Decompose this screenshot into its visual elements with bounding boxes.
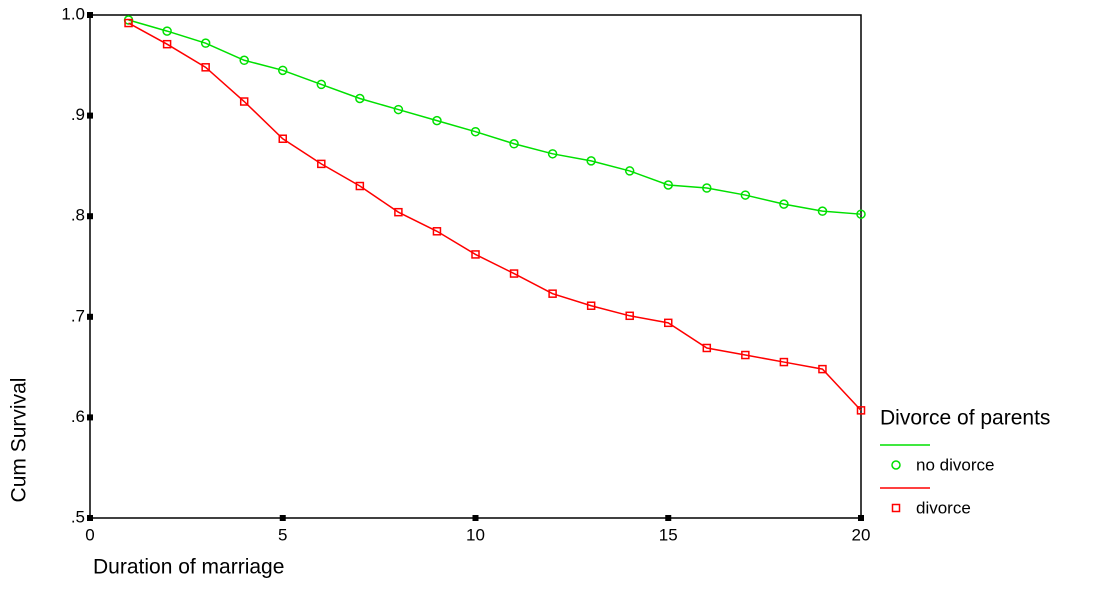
data-point — [316, 79, 327, 90]
data-point — [470, 126, 481, 137]
data-point — [625, 311, 634, 321]
data-point — [393, 104, 404, 115]
data-point — [740, 190, 751, 200]
y-tick-mark — [87, 414, 93, 421]
data-point — [317, 159, 326, 169]
x-tick-mark — [279, 515, 286, 521]
data-point — [509, 269, 519, 278]
legend-marker — [891, 503, 901, 513]
series-line — [128, 22, 862, 411]
data-point — [162, 26, 172, 36]
data-point — [201, 63, 210, 72]
data-point — [664, 318, 673, 328]
data-point — [162, 39, 172, 49]
x-tick-mark — [472, 515, 479, 521]
y-tick-mark — [87, 12, 93, 18]
data-point — [509, 139, 519, 149]
x-tick-label: 10 — [466, 525, 485, 544]
y-tick-mark — [87, 213, 93, 220]
y-tick-label: .9 — [71, 105, 85, 124]
data-point — [239, 55, 249, 66]
x-tick-mark — [87, 515, 93, 521]
x-tick-label: 0 — [85, 525, 94, 544]
legend-label: no divorce — [916, 455, 994, 474]
legend-label: divorce — [916, 498, 971, 517]
y-tick-label: .7 — [71, 306, 85, 325]
x-tick-label: 20 — [852, 525, 871, 544]
x-tick-label: 5 — [278, 525, 287, 544]
data-point — [355, 93, 365, 104]
y-tick-mark — [87, 313, 93, 320]
data-point — [394, 207, 403, 217]
y-tick-label: .6 — [71, 407, 85, 426]
x-tick-mark — [665, 515, 672, 521]
data-point — [200, 38, 211, 48]
data-point — [624, 166, 635, 176]
data-point — [818, 364, 827, 374]
data-point — [702, 183, 712, 193]
y-tick-mark — [87, 112, 93, 119]
data-point — [124, 18, 133, 28]
data-point — [702, 343, 712, 353]
legend-marker — [891, 460, 901, 470]
data-point — [779, 357, 789, 367]
data-point — [586, 156, 596, 166]
x-axis-title: Duration of marriage — [93, 556, 284, 579]
data-point — [741, 350, 750, 360]
data-point — [779, 199, 789, 209]
data-point — [547, 149, 558, 159]
data-point — [432, 115, 442, 126]
data-point — [471, 250, 480, 259]
y-tick-label: .8 — [71, 206, 85, 225]
y-axis-title: Cum Survival — [8, 378, 31, 503]
data-point — [278, 134, 287, 143]
y-tick-label: .5 — [71, 507, 85, 526]
legend-title: Divorce of parents — [880, 407, 1050, 430]
data-point — [817, 206, 828, 216]
data-point — [239, 97, 249, 106]
series-line — [128, 19, 862, 215]
data-point — [278, 65, 288, 76]
data-point — [355, 181, 365, 191]
data-point — [432, 227, 442, 236]
x-tick-mark — [858, 515, 864, 521]
x-tick-label: 15 — [659, 525, 678, 544]
data-point — [586, 301, 596, 310]
plot-frame — [89, 14, 862, 519]
y-tick-label: 1.0 — [61, 4, 85, 23]
data-point — [548, 289, 557, 298]
data-point — [856, 406, 866, 415]
data-point — [663, 180, 673, 190]
data-point — [856, 209, 866, 219]
